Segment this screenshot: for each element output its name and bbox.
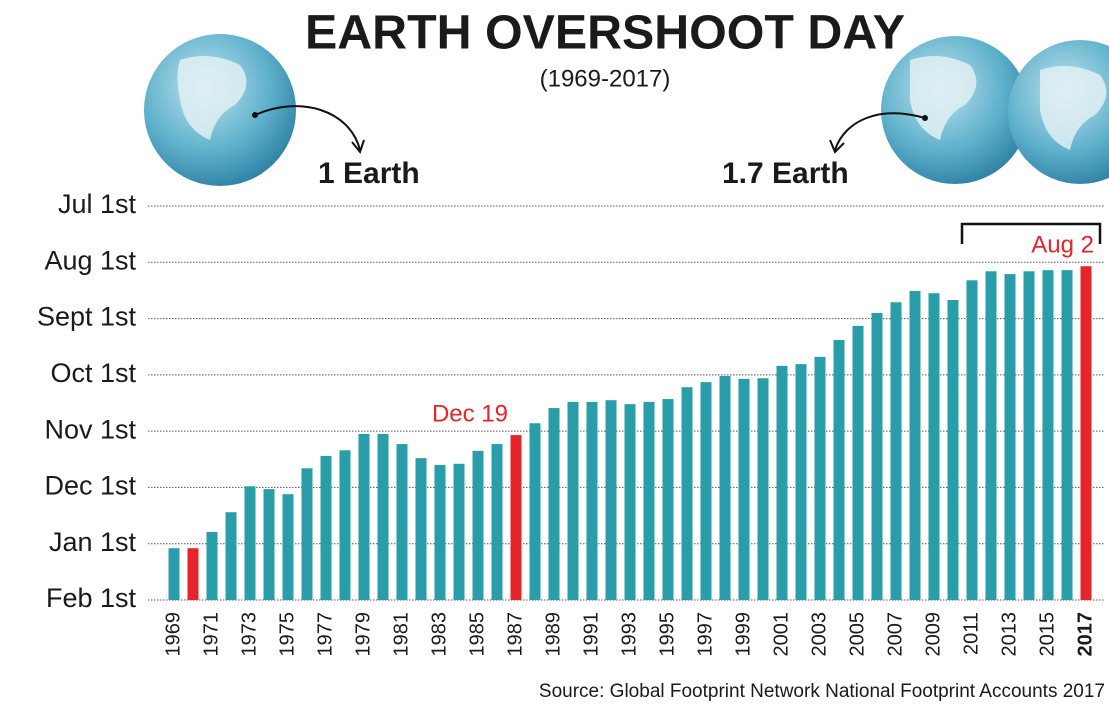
x-tick-label: 1987 (504, 612, 526, 657)
x-tick-label: 2015 (1036, 612, 1058, 657)
bar (339, 450, 351, 600)
bar (833, 339, 845, 600)
bar (795, 364, 807, 600)
bar (605, 400, 617, 600)
x-tick-label: 1977 (314, 612, 336, 657)
bar (890, 302, 902, 600)
bar (776, 365, 788, 600)
bar (643, 401, 655, 600)
chart-subtitle: (1969-2017) (540, 65, 671, 92)
x-tick-label: 2011 (960, 612, 982, 655)
x-tick-label: 2007 (884, 612, 906, 657)
bar (358, 433, 370, 600)
x-tick-label: 1985 (466, 612, 488, 657)
bar (1004, 274, 1016, 600)
bar (1080, 266, 1092, 600)
bar (282, 494, 294, 600)
bar (852, 325, 864, 600)
bar (244, 486, 256, 600)
annotation: Dec 19 (432, 400, 508, 427)
y-tick-label: Dec 1st (44, 471, 136, 501)
globes (144, 34, 1109, 186)
bar (301, 468, 313, 600)
source: Source: Global Footprint Network Nationa… (539, 681, 1105, 702)
x-tick-label: 2005 (846, 612, 868, 657)
bar (719, 375, 731, 600)
bar (168, 548, 180, 600)
bar (738, 378, 750, 600)
x-tick-label: 1993 (618, 612, 640, 657)
x-tick-label: 1973 (238, 612, 260, 657)
bar (434, 464, 446, 600)
bar (928, 293, 940, 600)
y-tick-label: Aug 1st (44, 245, 136, 275)
x-tick-label: 2013 (998, 612, 1020, 657)
y-tick-label: Nov 1st (44, 414, 136, 444)
bar (415, 458, 427, 600)
bar (871, 312, 883, 600)
x-tick-label: 1997 (694, 612, 716, 657)
bar (187, 548, 199, 600)
bar (985, 271, 997, 600)
bar (206, 531, 218, 600)
y-tick-label: Jan 1st (49, 527, 137, 557)
bar (909, 290, 921, 600)
bar (814, 356, 826, 600)
bar (453, 463, 465, 600)
x-tick-label: 1989 (542, 612, 564, 657)
chart-title: EARTH OVERSHOOT DAY (305, 7, 905, 60)
earth-label: 1 Earth (318, 157, 420, 190)
bar (947, 299, 959, 600)
bar (472, 450, 484, 600)
y-tick-label: Jul 1st (58, 189, 137, 219)
bar (586, 401, 598, 600)
bar (1042, 270, 1054, 600)
x-tick-label: 1981 (390, 612, 412, 657)
bar (510, 435, 522, 600)
bar (681, 387, 693, 600)
bracket (960, 222, 1102, 244)
bar (966, 280, 978, 600)
x-tick-label: 1983 (428, 612, 450, 657)
annotation: Aug 2 (1031, 232, 1094, 259)
y-tick-label: Oct 1st (50, 358, 136, 388)
bar (1023, 271, 1035, 600)
bar (491, 444, 503, 600)
bar (1061, 270, 1073, 600)
bar (662, 399, 674, 600)
x-tick-label: 1979 (352, 612, 374, 657)
bar (624, 404, 636, 600)
bar (396, 444, 408, 600)
x-tick-label: 1995 (656, 612, 678, 657)
bar (377, 433, 389, 600)
x-tick-label: 2017 (1074, 612, 1096, 657)
bar (548, 408, 560, 600)
x-tick-label: 1971 (200, 612, 222, 657)
x-tick-label: 1991 (580, 612, 602, 657)
bar (567, 401, 579, 600)
bar (757, 378, 769, 600)
bar (225, 512, 237, 600)
x-tick-label: 1999 (732, 612, 754, 657)
earth-label: 1.7 Earth (722, 157, 849, 190)
bar (700, 382, 712, 600)
x-tick-label: 1975 (276, 612, 298, 657)
x-tick-label: 2003 (808, 612, 830, 657)
y-tick-label: Sept 1st (37, 302, 137, 332)
bar (263, 489, 275, 600)
bar (320, 455, 332, 600)
bar (529, 423, 541, 600)
x-tick-label: 1969 (162, 612, 184, 657)
x-tick-label: 2009 (922, 612, 944, 657)
x-tick-label: 2001 (770, 612, 792, 657)
y-tick-label: Feb 1st (46, 583, 137, 613)
